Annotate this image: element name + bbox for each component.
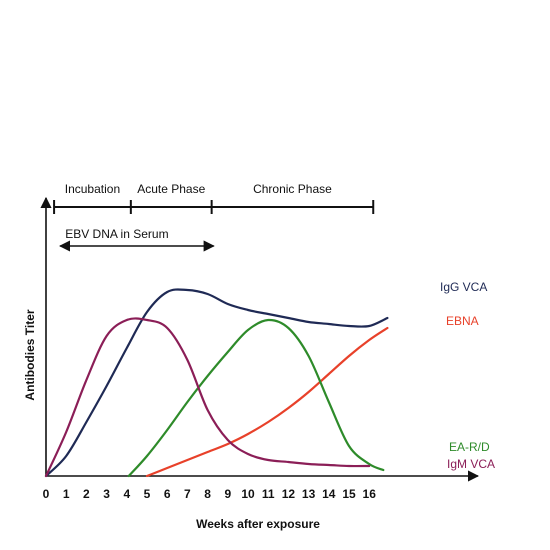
series-label-igm-vca: IgM VCA bbox=[447, 457, 495, 471]
series-line-igg-vca bbox=[44, 288, 389, 478]
ebv-dna-label: EBV DNA in Serum bbox=[65, 227, 168, 241]
x-tick-label: 9 bbox=[224, 487, 231, 501]
series-line-ebna bbox=[145, 326, 389, 478]
x-tick-label: 5 bbox=[144, 487, 151, 501]
series-label-ebna: EBNA bbox=[446, 314, 479, 328]
x-tick-label: 15 bbox=[342, 487, 356, 501]
x-tick-label: 10 bbox=[241, 487, 255, 501]
phase-label: Incubation bbox=[65, 182, 120, 196]
x-tick-label: 2 bbox=[83, 487, 90, 501]
x-tick-label: 0 bbox=[43, 487, 50, 501]
x-tick-label: 11 bbox=[262, 487, 275, 501]
series-label-igg-vca: IgG VCA bbox=[440, 280, 487, 294]
x-tick-label: 1 bbox=[63, 487, 70, 501]
x-tick-label: 12 bbox=[282, 487, 296, 501]
x-tick-label: 14 bbox=[322, 487, 336, 501]
x-tick-label: 16 bbox=[363, 487, 377, 501]
x-axis-title: Weeks after exposure bbox=[196, 517, 320, 531]
x-tick-label: 6 bbox=[164, 487, 171, 501]
series-label-ea-r-d: EA-R/D bbox=[449, 440, 490, 454]
series-line-ea-r-d bbox=[127, 318, 385, 478]
y-axis-title: Antibodies Titer bbox=[23, 309, 37, 400]
series-line-igm-vca bbox=[44, 317, 371, 478]
x-tick-label: 7 bbox=[184, 487, 191, 501]
x-tick-label: 3 bbox=[103, 487, 110, 501]
x-tick-label: 13 bbox=[302, 487, 316, 501]
phase-label: Acute Phase bbox=[137, 182, 205, 196]
phase-label: Chronic Phase bbox=[253, 182, 332, 196]
x-tick-label: 8 bbox=[204, 487, 211, 501]
x-tick-label: 4 bbox=[123, 487, 130, 501]
